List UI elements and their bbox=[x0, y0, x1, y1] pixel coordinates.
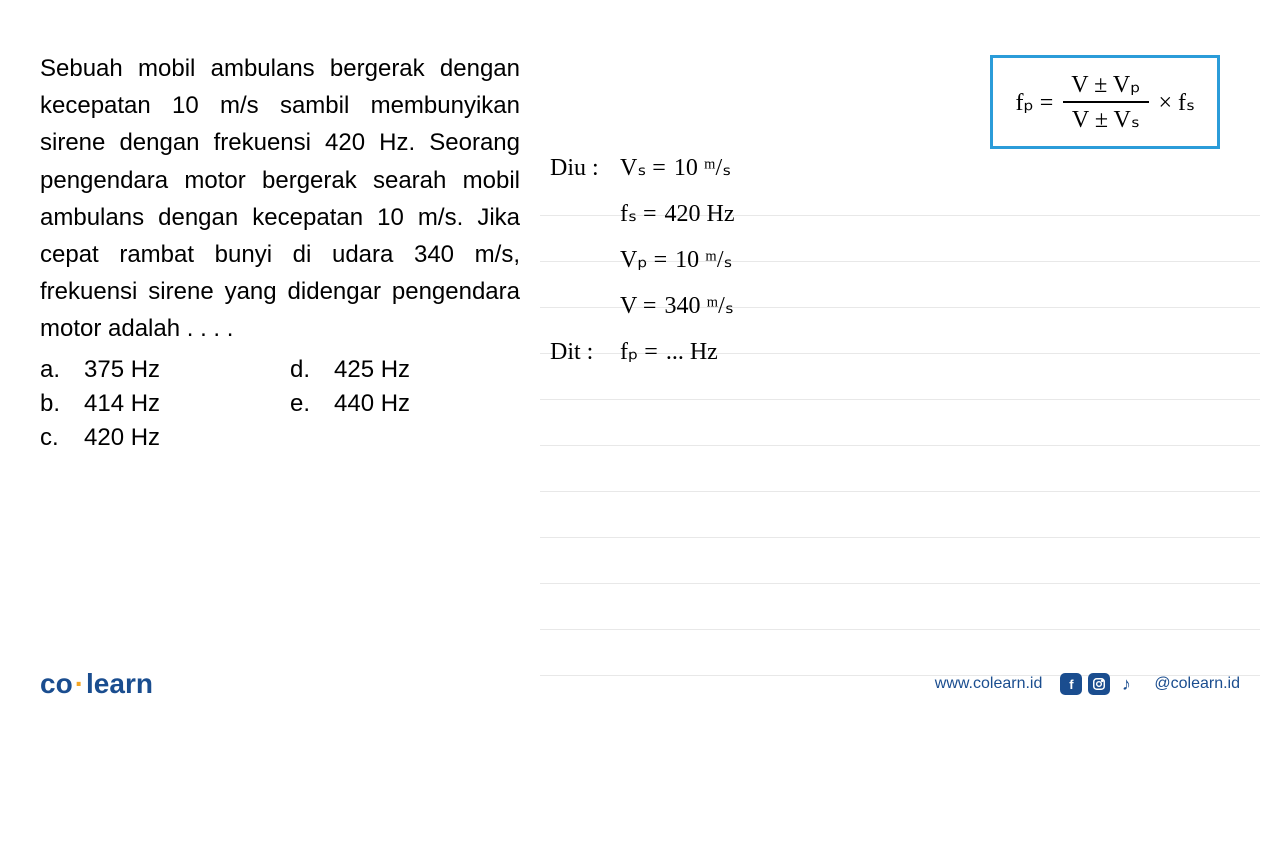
formula-lhs: fₚ = bbox=[1015, 88, 1053, 117]
var-fs: fₛ = bbox=[620, 191, 656, 237]
option-letter: e. bbox=[290, 390, 318, 418]
option-value: 420 Hz bbox=[84, 424, 160, 452]
formula-box: fₚ = V ± Vₚ V ± Vₛ × fₛ bbox=[990, 55, 1220, 149]
given-row-1: Diu : Vₛ = 10 ᵐ/ₛ bbox=[550, 145, 1240, 191]
given-label: Diu : bbox=[550, 145, 620, 191]
option-c: c. 420 Hz bbox=[40, 424, 270, 452]
formula-fraction: V ± Vₚ V ± Vₛ bbox=[1063, 70, 1148, 134]
option-value: 375 Hz bbox=[84, 356, 160, 384]
val-vs: 10 ᵐ/ₛ bbox=[674, 145, 731, 191]
social-icons: f ♪ bbox=[1060, 673, 1136, 695]
option-letter: c. bbox=[40, 424, 68, 452]
footer-right: www.colearn.id f ♪ @colearn.id bbox=[935, 673, 1240, 695]
option-a: a. 375 Hz bbox=[40, 356, 270, 384]
var-vp: Vₚ = bbox=[620, 237, 667, 283]
options-grid: a. 375 Hz d. 425 Hz b. 414 Hz e. 440 Hz … bbox=[40, 356, 520, 452]
val-vp: 10 ᵐ/ₛ bbox=[675, 237, 732, 283]
option-letter: d. bbox=[290, 356, 318, 384]
var-v: V = bbox=[620, 283, 656, 329]
var-vs: Vₛ = bbox=[620, 145, 666, 191]
option-d: d. 425 Hz bbox=[290, 356, 520, 384]
brand-logo: co·learn bbox=[40, 668, 153, 700]
formula-tail: × fₛ bbox=[1159, 88, 1195, 117]
option-b: b. 414 Hz bbox=[40, 390, 270, 418]
logo-dot-icon: · bbox=[75, 668, 84, 699]
instagram-icon bbox=[1088, 673, 1110, 695]
tiktok-icon: ♪ bbox=[1116, 674, 1136, 694]
given-row-2: fₛ = 420 Hz bbox=[550, 191, 1240, 237]
footer-url: www.colearn.id bbox=[935, 675, 1043, 693]
footer: co·learn www.colearn.id f ♪ @colearn.id bbox=[0, 668, 1280, 700]
val-fs: 420 Hz bbox=[664, 191, 734, 237]
option-value: 425 Hz bbox=[334, 356, 410, 384]
facebook-icon: f bbox=[1060, 673, 1082, 695]
val-v: 340 ᵐ/ₛ bbox=[664, 283, 733, 329]
given-row-4: V = 340 ᵐ/ₛ bbox=[550, 283, 1240, 329]
option-e: e. 440 Hz bbox=[290, 390, 520, 418]
option-letter: a. bbox=[40, 356, 68, 384]
val-fp: ... Hz bbox=[666, 329, 718, 375]
asked-row: Dit : fₚ = ... Hz bbox=[550, 329, 1240, 375]
option-letter: b. bbox=[40, 390, 68, 418]
formula-numerator: V ± Vₚ bbox=[1063, 70, 1148, 103]
handwritten-work: Diu : Vₛ = 10 ᵐ/ₛ fₛ = 420 Hz Vₚ = 10 ᵐ/… bbox=[550, 145, 1240, 375]
option-value: 440 Hz bbox=[334, 390, 410, 418]
logo-learn: learn bbox=[86, 668, 153, 699]
logo-co: co bbox=[40, 668, 73, 699]
social-handle: @colearn.id bbox=[1154, 675, 1240, 693]
option-value: 414 Hz bbox=[84, 390, 160, 418]
formula-denominator: V ± Vₛ bbox=[1064, 103, 1148, 134]
question-text: Sebuah mobil ambulans bergerak dengan ke… bbox=[40, 50, 520, 348]
asked-label: Dit : bbox=[550, 329, 620, 375]
question-column: Sebuah mobil ambulans bergerak dengan ke… bbox=[40, 50, 520, 452]
given-row-3: Vₚ = 10 ᵐ/ₛ bbox=[550, 237, 1240, 283]
var-fp: fₚ = bbox=[620, 329, 658, 375]
